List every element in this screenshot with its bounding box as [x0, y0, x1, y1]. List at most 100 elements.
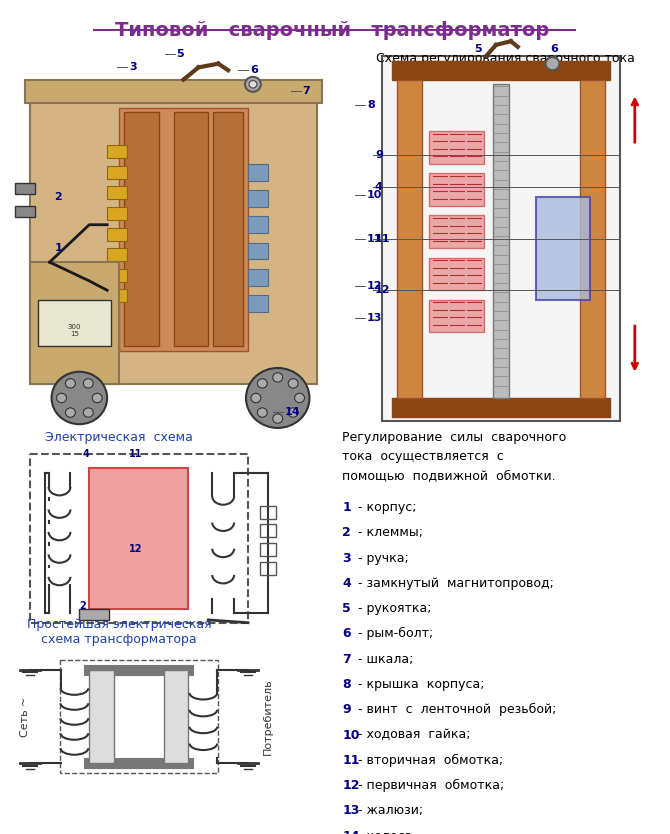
Text: 7: 7 [303, 86, 310, 96]
Text: 5: 5 [474, 43, 482, 53]
Circle shape [288, 379, 298, 388]
Text: 12: 12 [367, 280, 383, 290]
Circle shape [295, 394, 304, 403]
Text: 2: 2 [342, 526, 351, 540]
Text: 11: 11 [375, 234, 391, 244]
Text: Регулирование  силы  сварочного
тока  осуществляется  с
помощью  подвижной  обмо: Регулирование силы сварочного тока осуще… [342, 430, 566, 482]
Text: 14: 14 [342, 830, 360, 834]
Circle shape [83, 408, 93, 417]
Circle shape [52, 372, 107, 425]
Text: 4: 4 [82, 449, 89, 459]
Text: 10: 10 [367, 190, 383, 200]
Text: 14: 14 [285, 407, 300, 417]
Text: 3: 3 [342, 551, 351, 565]
Circle shape [273, 373, 283, 382]
Text: - вторичная  обмотка;: - вторичная обмотка; [354, 754, 503, 767]
Text: - корпус;: - корпус; [354, 501, 417, 514]
Bar [89, 468, 188, 609]
Bar [429, 131, 484, 163]
Bar [429, 215, 484, 249]
Bar [25, 79, 322, 103]
Text: 8: 8 [367, 100, 375, 110]
Text: - замкнутый  магнитопровод;: - замкнутый магнитопровод; [354, 577, 554, 590]
Bar [248, 269, 268, 285]
Bar [29, 455, 248, 623]
Text: - ходовая  гайка;: - ходовая гайка; [354, 729, 470, 741]
Text: 12: 12 [375, 285, 391, 295]
Bar [107, 289, 127, 303]
Text: 11: 11 [342, 754, 360, 766]
Text: - крышка  корпуса;: - крышка корпуса; [354, 678, 484, 691]
Text: 10: 10 [342, 729, 360, 741]
Bar [260, 562, 276, 575]
Bar [107, 269, 127, 282]
Circle shape [251, 394, 261, 403]
Bar [60, 661, 218, 772]
Bar [260, 525, 276, 537]
Text: Сеть ~: Сеть ~ [20, 696, 29, 736]
Bar [248, 190, 268, 207]
Bar [382, 56, 620, 421]
Bar [107, 166, 127, 178]
Bar [15, 206, 35, 217]
Bar [107, 186, 127, 199]
Bar [429, 173, 484, 206]
Text: - клеммы;: - клеммы; [354, 526, 423, 540]
Bar [580, 79, 605, 398]
Text: Типовой   сварочный   трансформатор: Типовой сварочный трансформатор [115, 21, 549, 39]
Text: 13: 13 [342, 804, 360, 817]
Text: Схема регулирования сварочного тока: Схема регулирования сварочного тока [377, 52, 635, 64]
Text: Простейшая электрическая
схема трансформатора: Простейшая электрическая схема трансформ… [27, 618, 211, 646]
Text: Потребитель: Потребитель [263, 678, 273, 755]
Circle shape [56, 394, 66, 403]
Bar [29, 93, 318, 384]
Text: 7: 7 [342, 653, 351, 666]
Text: 6: 6 [250, 65, 258, 75]
Bar [107, 249, 127, 261]
Bar [260, 505, 276, 519]
Bar [107, 145, 127, 158]
Bar [248, 295, 268, 312]
Text: 2: 2 [79, 600, 86, 610]
Bar [124, 113, 159, 346]
Bar [174, 113, 208, 346]
Bar [260, 543, 276, 556]
Bar [38, 299, 111, 346]
Text: - рукоятка;: - рукоятка; [354, 602, 431, 615]
Bar [248, 243, 268, 259]
Text: - винт  с  ленточной  резьбой;: - винт с ленточной резьбой; [354, 703, 557, 716]
Bar [248, 216, 268, 234]
Circle shape [257, 379, 267, 388]
Text: 9: 9 [375, 149, 383, 159]
Circle shape [66, 408, 76, 417]
Text: 9: 9 [342, 703, 351, 716]
Circle shape [83, 379, 93, 388]
Bar [429, 299, 484, 333]
Text: - первичная  обмотка;: - первичная обмотка; [354, 779, 505, 792]
Bar [397, 79, 421, 398]
Text: - ручка;: - ручка; [354, 551, 409, 565]
Text: 4: 4 [342, 577, 351, 590]
Bar [79, 609, 109, 620]
Circle shape [273, 414, 283, 423]
Text: 12: 12 [342, 779, 360, 792]
Circle shape [288, 408, 298, 417]
Text: - колеса: - колеса [354, 830, 412, 834]
Text: - жалюзи;: - жалюзи; [354, 804, 423, 817]
Bar [392, 61, 610, 79]
Text: 11: 11 [129, 449, 143, 459]
Bar [493, 84, 509, 398]
Text: 11: 11 [367, 234, 383, 244]
Circle shape [92, 394, 102, 403]
Text: 300
15: 300 15 [68, 324, 81, 337]
Text: 12: 12 [129, 545, 143, 555]
Text: - рым-болт;: - рым-болт; [354, 627, 433, 641]
Text: - шкала;: - шкала; [354, 653, 413, 666]
Circle shape [257, 408, 267, 417]
Text: 5: 5 [177, 49, 184, 59]
Bar [429, 258, 484, 290]
Text: 1: 1 [342, 501, 351, 514]
Text: 3: 3 [129, 63, 137, 73]
Text: 2: 2 [54, 192, 62, 202]
Circle shape [249, 81, 257, 88]
